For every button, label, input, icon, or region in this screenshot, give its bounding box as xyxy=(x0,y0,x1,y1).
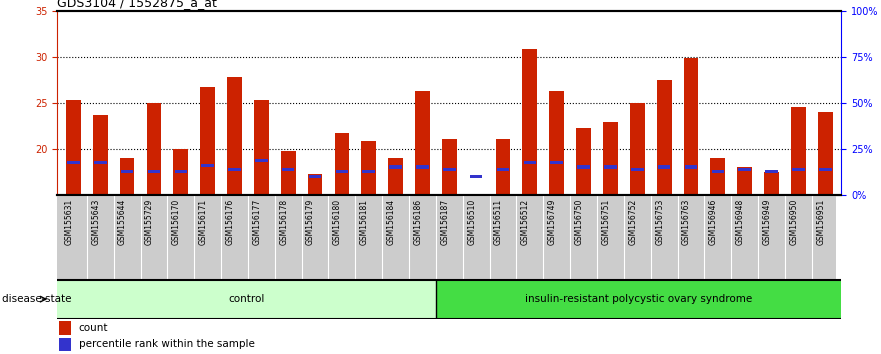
Bar xyxy=(336,170,348,173)
Text: GSM156948: GSM156948 xyxy=(736,199,744,245)
Text: count: count xyxy=(78,323,108,333)
Bar xyxy=(335,133,349,195)
Bar xyxy=(604,165,617,169)
Text: GSM156176: GSM156176 xyxy=(226,199,234,245)
Text: GSM156753: GSM156753 xyxy=(655,199,664,245)
Bar xyxy=(685,165,697,169)
Text: GDS3104 / 1552875_a_at: GDS3104 / 1552875_a_at xyxy=(57,0,217,10)
Text: GSM156752: GSM156752 xyxy=(628,199,637,245)
Bar xyxy=(361,141,376,195)
Bar xyxy=(307,175,322,195)
Bar xyxy=(415,91,430,195)
Bar xyxy=(469,194,484,195)
Bar xyxy=(67,161,79,164)
Text: GSM156510: GSM156510 xyxy=(467,199,476,245)
Bar xyxy=(819,168,832,171)
Bar xyxy=(228,168,241,171)
Bar xyxy=(200,87,215,195)
Text: insulin-resistant polycystic ovary syndrome: insulin-resistant polycystic ovary syndr… xyxy=(525,294,752,304)
Text: GSM156179: GSM156179 xyxy=(306,199,315,245)
Bar xyxy=(656,80,671,195)
Text: GSM156946: GSM156946 xyxy=(709,199,718,245)
Text: GSM156187: GSM156187 xyxy=(440,199,449,245)
Text: GSM156950: GSM156950 xyxy=(789,199,798,245)
Text: control: control xyxy=(228,294,264,304)
Text: disease state: disease state xyxy=(2,294,71,304)
Bar xyxy=(254,100,269,195)
Bar xyxy=(791,107,806,195)
Bar xyxy=(550,91,564,195)
Text: GSM155729: GSM155729 xyxy=(145,199,154,245)
Bar xyxy=(66,100,81,195)
Text: GSM155631: GSM155631 xyxy=(64,199,73,245)
Text: GSM156178: GSM156178 xyxy=(279,199,288,245)
Bar xyxy=(497,168,509,171)
Bar xyxy=(281,152,296,195)
Bar xyxy=(658,165,670,169)
Text: GSM156512: GSM156512 xyxy=(521,199,529,245)
Bar xyxy=(764,172,779,195)
Bar xyxy=(443,168,455,171)
Bar xyxy=(120,158,135,195)
Text: GSM156177: GSM156177 xyxy=(252,199,262,245)
Bar xyxy=(630,103,645,195)
Bar xyxy=(255,159,268,162)
Bar xyxy=(551,161,563,164)
Bar xyxy=(59,321,71,335)
Text: GSM156180: GSM156180 xyxy=(333,199,342,245)
Bar xyxy=(522,49,537,195)
Bar xyxy=(576,129,591,195)
Bar xyxy=(148,170,160,173)
Bar xyxy=(174,149,189,195)
Bar xyxy=(710,158,725,195)
Bar xyxy=(57,280,436,319)
Bar xyxy=(577,165,590,169)
Bar xyxy=(121,170,133,173)
Bar xyxy=(792,168,804,171)
Bar xyxy=(389,165,402,169)
Bar xyxy=(362,170,375,173)
Text: GSM156949: GSM156949 xyxy=(763,199,772,245)
Bar xyxy=(174,170,187,173)
Bar xyxy=(684,58,699,195)
Text: GSM156763: GSM156763 xyxy=(682,199,691,245)
Text: GSM156186: GSM156186 xyxy=(413,199,423,245)
Bar xyxy=(416,165,429,169)
Text: percentile rank within the sample: percentile rank within the sample xyxy=(78,339,255,349)
Bar xyxy=(442,139,456,195)
Text: GSM155644: GSM155644 xyxy=(118,199,127,245)
Bar xyxy=(308,175,322,178)
Bar xyxy=(227,77,242,195)
Text: GSM156511: GSM156511 xyxy=(494,199,503,245)
Text: GSM156951: GSM156951 xyxy=(816,199,825,245)
Bar xyxy=(631,168,643,171)
Text: GSM156171: GSM156171 xyxy=(198,199,208,245)
Bar xyxy=(496,139,510,195)
Text: GSM156170: GSM156170 xyxy=(172,199,181,245)
Text: GSM155643: GSM155643 xyxy=(92,199,100,245)
Bar xyxy=(59,338,71,351)
Text: GSM156184: GSM156184 xyxy=(387,199,396,245)
Bar xyxy=(202,164,214,167)
Bar xyxy=(470,175,483,178)
Text: GSM156751: GSM156751 xyxy=(602,199,611,245)
Bar xyxy=(603,122,618,195)
Bar xyxy=(523,161,537,164)
Text: GSM156181: GSM156181 xyxy=(359,199,369,245)
Bar xyxy=(737,167,752,195)
Bar xyxy=(282,168,294,171)
Bar xyxy=(738,168,751,171)
Bar xyxy=(94,161,107,164)
Bar xyxy=(93,115,107,195)
Bar xyxy=(712,170,724,173)
Bar xyxy=(389,158,403,195)
Text: GSM156750: GSM156750 xyxy=(574,199,583,245)
Bar xyxy=(146,103,161,195)
Bar xyxy=(818,112,833,195)
Text: GSM156749: GSM156749 xyxy=(548,199,557,245)
Bar xyxy=(766,170,778,173)
Bar xyxy=(436,280,841,319)
